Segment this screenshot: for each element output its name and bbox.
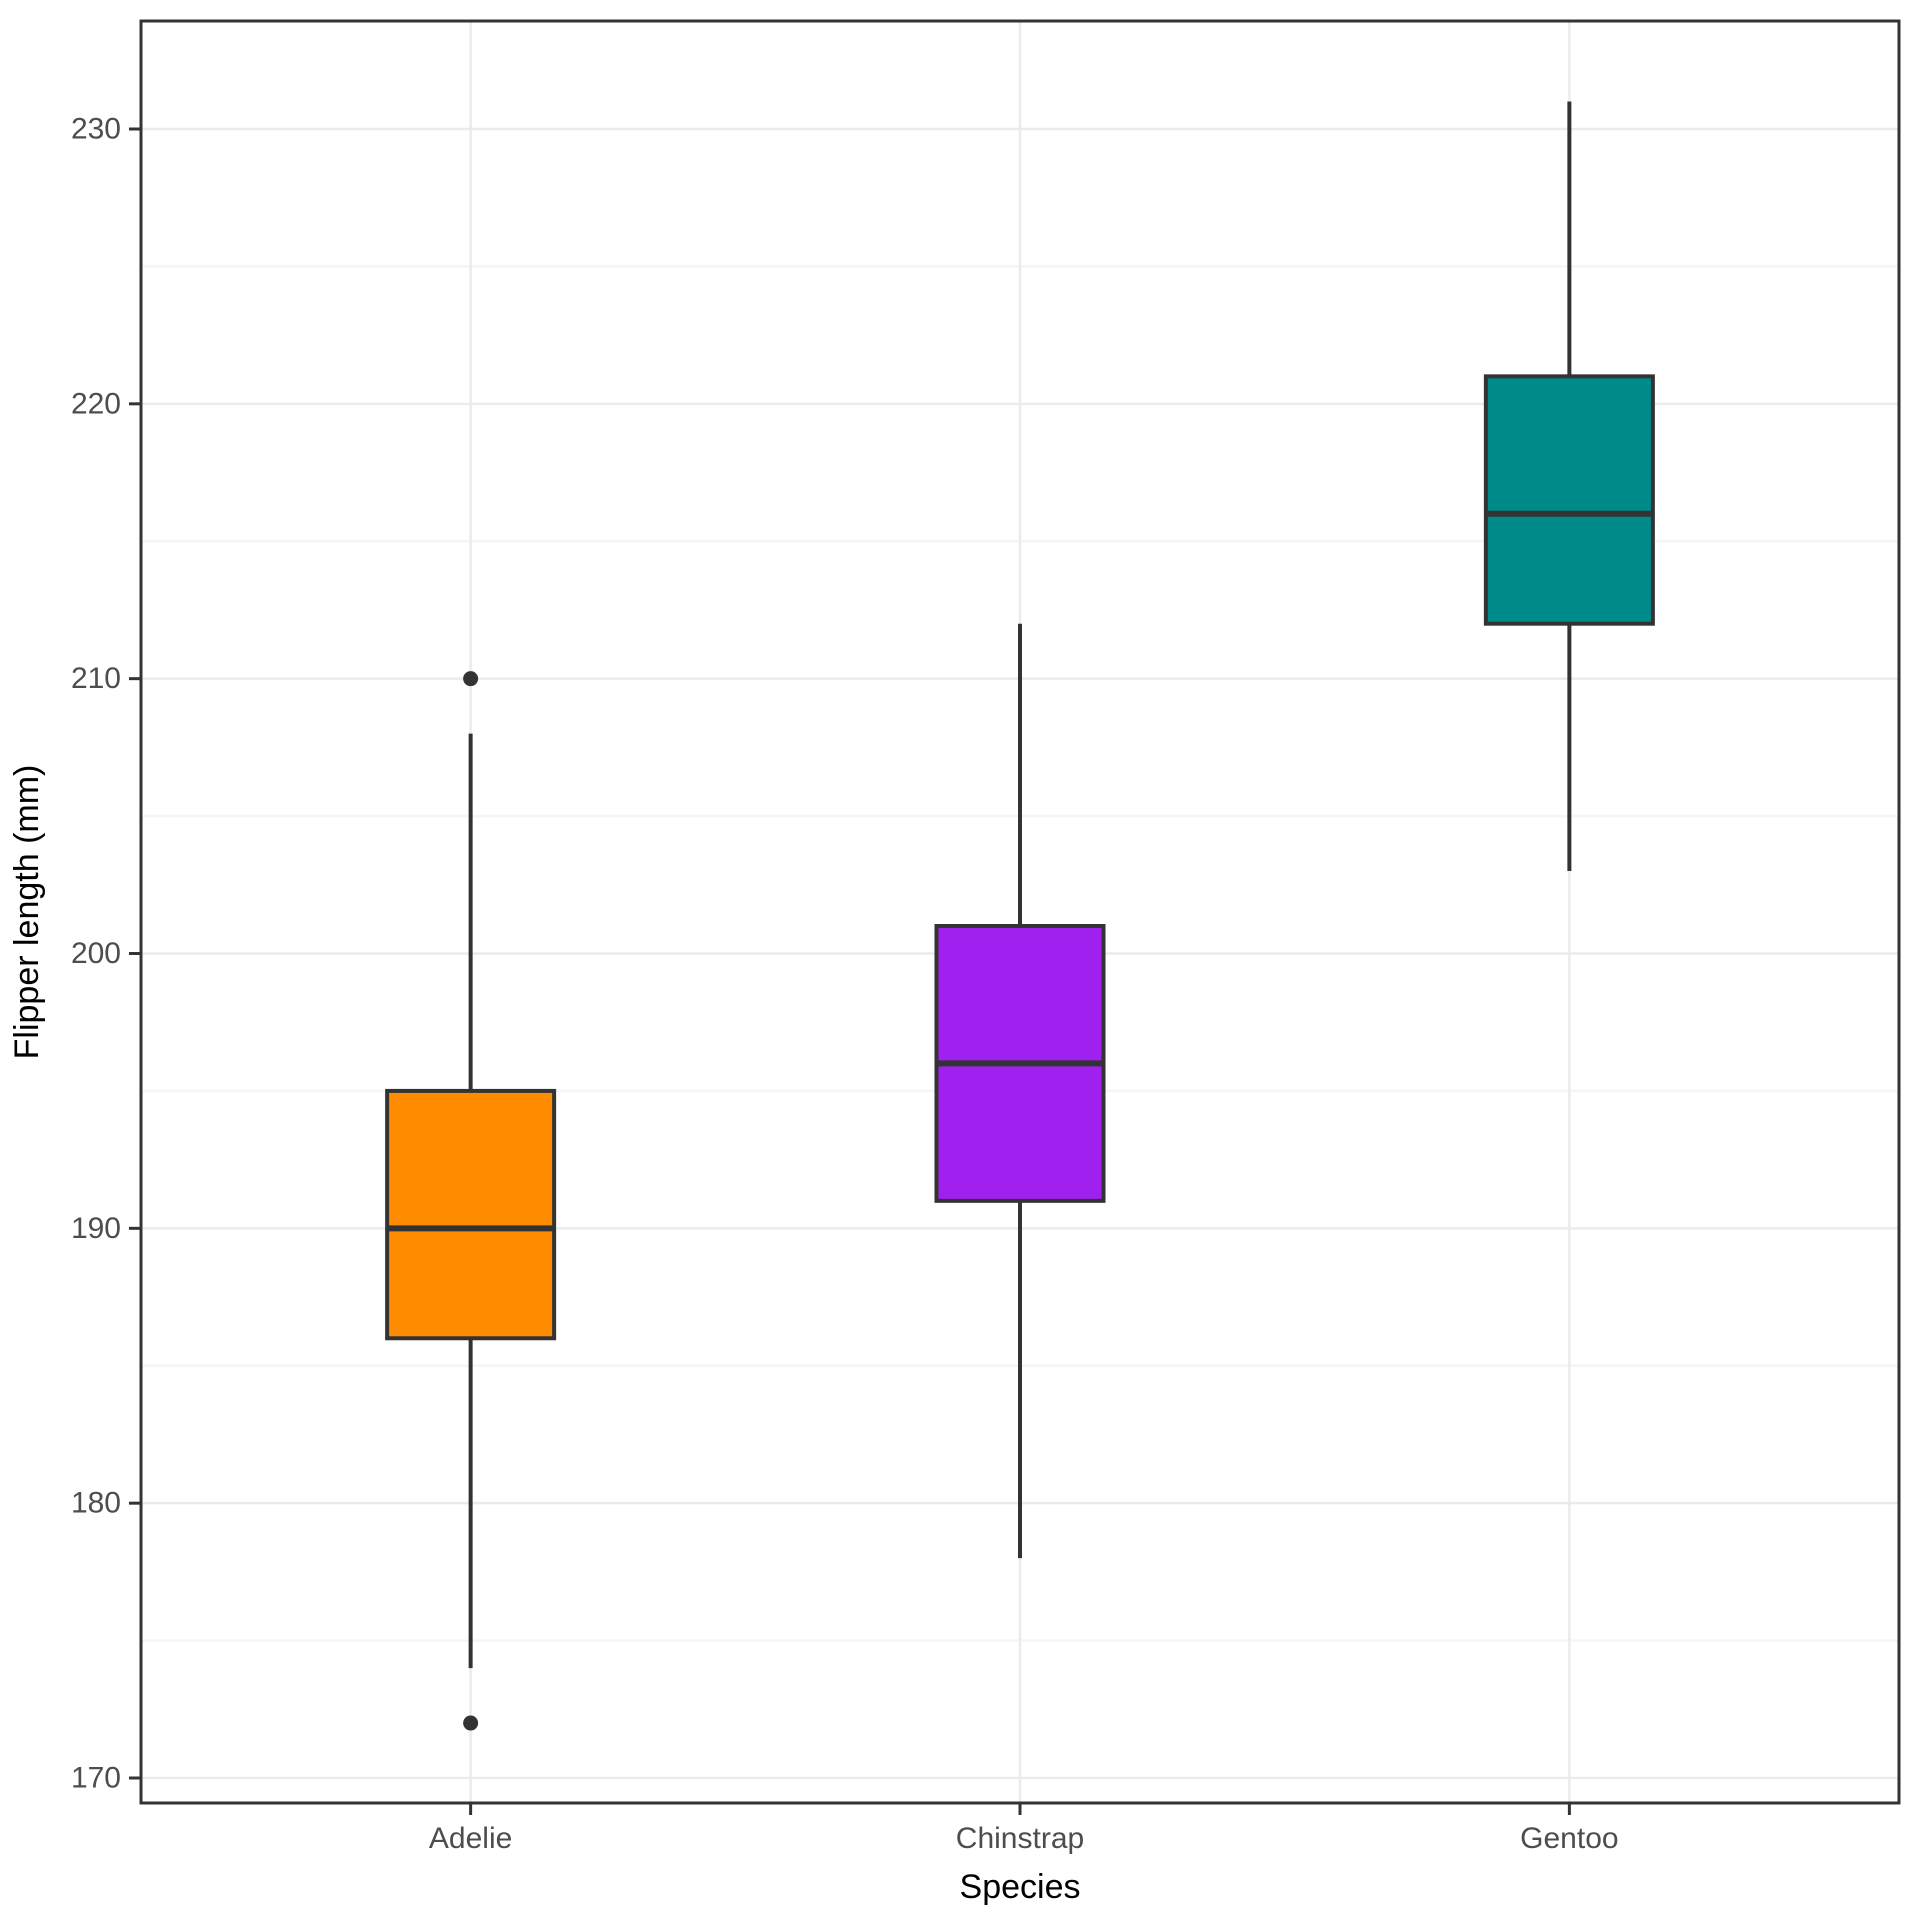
y-axis-tick-label: 180	[71, 1487, 121, 1520]
box-gentoo	[1483, 374, 1655, 626]
y-axis-tick-label: 210	[71, 662, 121, 695]
y-axis-tick-label: 170	[71, 1762, 121, 1795]
x-axis-tick-label-gentoo: Gentoo	[1520, 1822, 1618, 1855]
y-axis-tick-label: 190	[71, 1212, 121, 1245]
box-adelie	[385, 1088, 557, 1341]
y-axis-tick-label: 230	[71, 113, 121, 146]
outlier-dot-adelie	[463, 1715, 479, 1731]
outlier-dot-adelie	[463, 671, 479, 687]
y-axis-tick-label: 200	[71, 937, 121, 970]
y-axis-tick-label: 220	[71, 387, 121, 420]
x-axis-tick-label-adelie: Adelie	[429, 1822, 512, 1855]
x-axis-tick-label-chinstrap: Chinstrap	[956, 1822, 1084, 1855]
y-axis-title: Flipper length (mm)	[8, 765, 46, 1060]
x-axis-title: Species	[960, 1868, 1081, 1906]
